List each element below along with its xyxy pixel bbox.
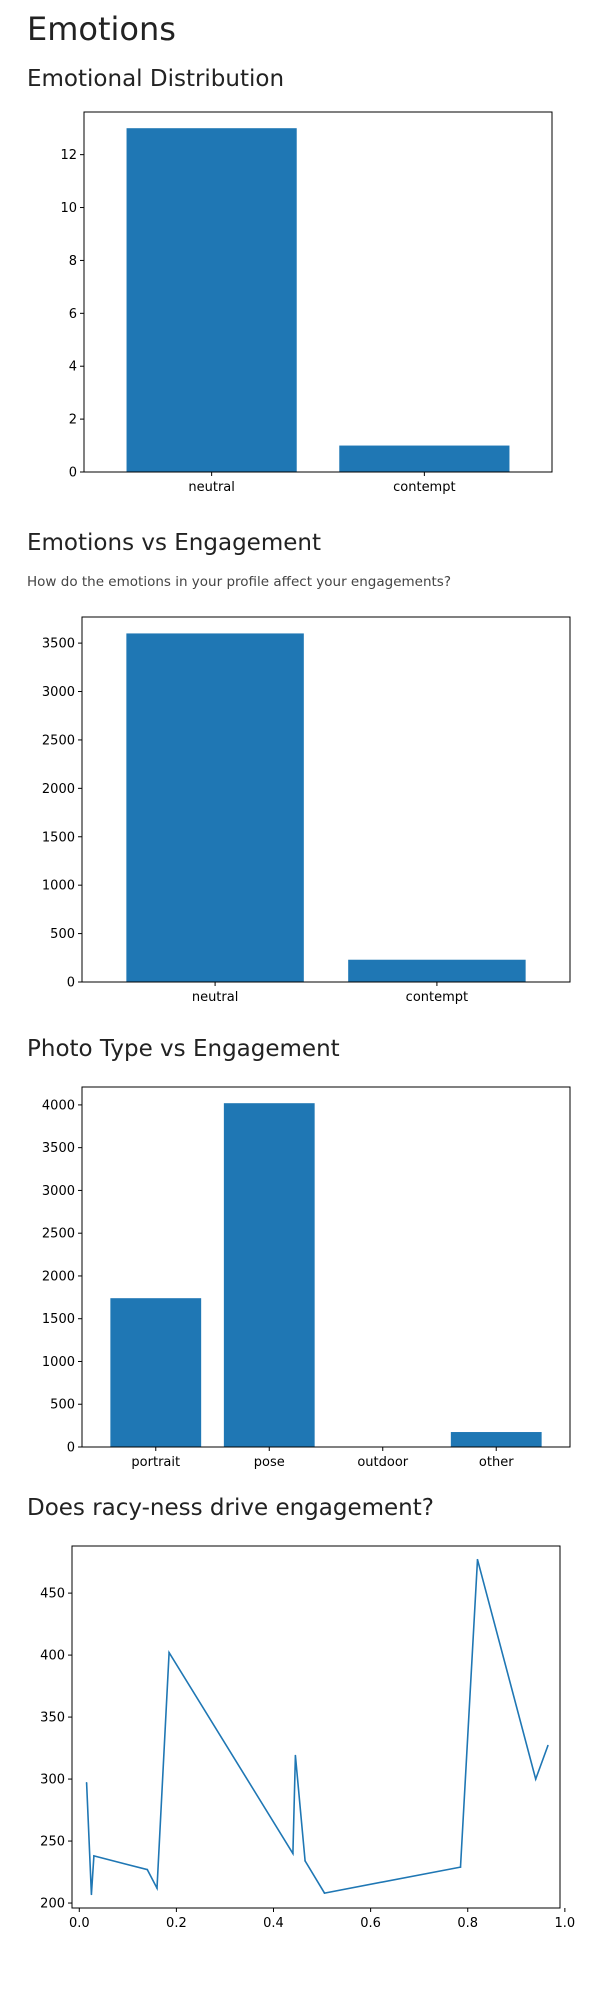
section-heading-emotional-distribution: Emotional Distribution bbox=[27, 66, 285, 92]
y-tick-label: 2 bbox=[69, 413, 77, 428]
y-tick-label: 0 bbox=[67, 976, 75, 991]
y-tick-label: 2500 bbox=[42, 733, 75, 748]
x-tick-label: 0.0 bbox=[69, 1916, 90, 1931]
plot-frame bbox=[81, 1086, 571, 1448]
y-tick-label: 3500 bbox=[42, 637, 75, 652]
x-tick-label-portrait: portrait bbox=[131, 1455, 180, 1470]
data-point bbox=[90, 1893, 93, 1896]
data-point bbox=[476, 1558, 479, 1561]
data-point bbox=[459, 1866, 462, 1868]
x-tick-label-contempt: contempt bbox=[406, 990, 468, 1005]
x-tick-label-pose: pose bbox=[254, 1455, 285, 1470]
y-tick-label: 500 bbox=[50, 927, 75, 942]
data-point bbox=[304, 1860, 306, 1862]
x-tick-label-neutral: neutral bbox=[188, 480, 235, 495]
y-tick-label: 350 bbox=[40, 1711, 65, 1726]
section-heading-emotions-vs-engagement: Emotions vs Engagement bbox=[27, 530, 321, 556]
y-tick-label: 8 bbox=[69, 254, 77, 269]
data-point bbox=[168, 1651, 170, 1654]
y-tick-label: 400 bbox=[40, 1649, 65, 1664]
emotions-vs-engagement-chart: 0 500 1000 1500 2000 2500 3000 3500 neutral conte… bbox=[42, 616, 571, 1005]
x-tick-label: 0.8 bbox=[457, 1916, 478, 1931]
plot-frame bbox=[81, 616, 571, 983]
y-tick-label: 1000 bbox=[42, 879, 75, 894]
bar-other bbox=[450, 1432, 542, 1447]
y-tick-label: 3000 bbox=[42, 1184, 75, 1199]
y-tick-label: 4 bbox=[69, 360, 77, 375]
x-tick-label: 1.0 bbox=[555, 1916, 576, 1931]
section-subtitle-emotions-vs-engagement: How do the emotions in your profile affe… bbox=[27, 574, 452, 590]
bar-pose bbox=[223, 1103, 315, 1447]
x-tick-label: 0.2 bbox=[166, 1916, 187, 1931]
y-tick-label: 12 bbox=[60, 148, 77, 163]
bar-neutral bbox=[126, 128, 297, 472]
y-tick-label: 0 bbox=[67, 1441, 75, 1456]
y-tick-label: 2000 bbox=[42, 1269, 75, 1284]
x-tick-label-contempt: contempt bbox=[393, 480, 455, 495]
x-tick-label-neutral: neutral bbox=[192, 990, 239, 1005]
y-tick-label: 2000 bbox=[42, 782, 75, 797]
data-point bbox=[292, 1852, 294, 1855]
y-tick-label: 0 bbox=[69, 466, 77, 481]
page-title: Emotions bbox=[27, 10, 176, 48]
section-heading-photo-type-vs-engagement: Photo Type vs Engagement bbox=[27, 1036, 340, 1062]
x-tick-label: 0.6 bbox=[360, 1916, 381, 1931]
section-heading-racyness-vs-engagement: Does racy-ness drive engagement? bbox=[27, 1495, 434, 1521]
y-tick-label: 200 bbox=[40, 1897, 65, 1912]
y-tick-label: 500 bbox=[50, 1398, 75, 1413]
data-point bbox=[294, 1754, 297, 1757]
bar-contempt bbox=[339, 445, 510, 472]
x-tick-label-outdoor: outdoor bbox=[357, 1455, 408, 1470]
y-tick-label: 6 bbox=[69, 307, 77, 322]
series-line bbox=[85, 1559, 549, 1895]
y-tick-label: 1500 bbox=[42, 830, 75, 845]
data-point bbox=[93, 1855, 95, 1857]
y-tick-label: 1000 bbox=[42, 1355, 75, 1370]
data-point bbox=[146, 1868, 149, 1871]
y-tick-label: 1500 bbox=[42, 1312, 75, 1327]
x-tick-label-other: other bbox=[479, 1455, 514, 1470]
y-tick-label: 450 bbox=[40, 1587, 65, 1602]
racyness-vs-engagement-chart: 200 250 300 350 400 450 0.0 0.2 0.4 0.6 0.8 1.0 bbox=[40, 1545, 576, 1931]
bar-portrait bbox=[110, 1298, 202, 1447]
y-tick-label: 3000 bbox=[42, 685, 75, 700]
y-tick-label: 10 bbox=[60, 201, 77, 216]
plot-frame bbox=[71, 1545, 561, 1909]
data-point bbox=[547, 1744, 549, 1747]
data-point bbox=[156, 1887, 158, 1889]
data-point bbox=[85, 1781, 88, 1784]
photo-type-vs-engagement-chart: 0 500 1000 1500 2000 2500 3000 3500 4000 portrait… bbox=[42, 1086, 571, 1470]
y-tick-label: 4000 bbox=[42, 1098, 75, 1113]
data-point bbox=[534, 1778, 537, 1780]
y-tick-label: 300 bbox=[40, 1773, 65, 1788]
y-tick-label: 2500 bbox=[42, 1227, 75, 1242]
plot-frame bbox=[83, 111, 553, 473]
y-tick-label: 3500 bbox=[42, 1141, 75, 1156]
bar-contempt bbox=[348, 959, 526, 982]
data-point bbox=[323, 1892, 326, 1894]
bar-neutral bbox=[126, 633, 304, 982]
emotional-distribution-chart: 0 2 4 6 8 10 12 neutral contempt bbox=[60, 111, 553, 495]
x-tick-label: 0.4 bbox=[263, 1916, 284, 1931]
y-tick-label: 250 bbox=[40, 1835, 65, 1850]
